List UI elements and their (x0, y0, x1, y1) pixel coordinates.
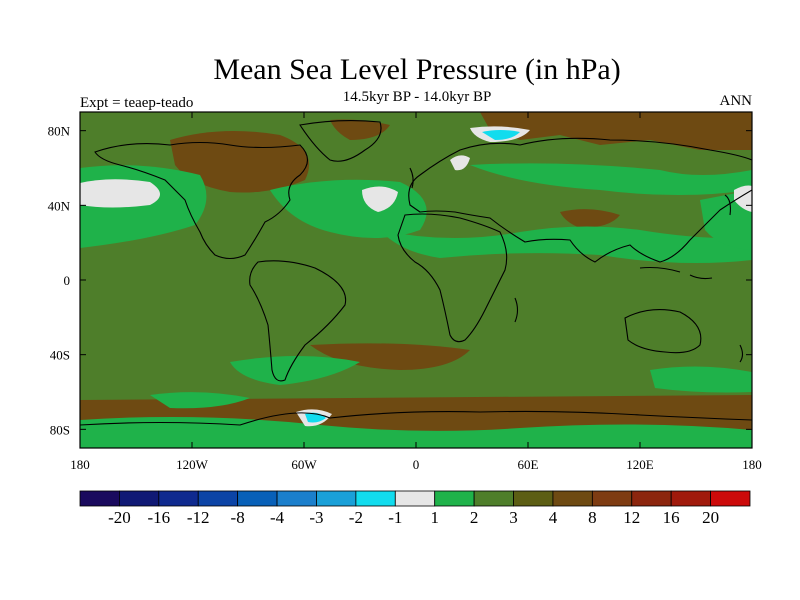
colorbar-swatch (473, 490, 514, 507)
colorbar-swatch (316, 490, 357, 507)
coastline-south-america (249, 260, 347, 382)
lon-tick-label: 180 (70, 457, 90, 472)
colorbar-swatch (355, 490, 396, 507)
contour-south-indian-band (650, 366, 752, 393)
colorbar-label: 16 (663, 508, 680, 527)
colorbar-swatch (119, 490, 160, 507)
contour-fills (80, 112, 752, 448)
coastline-africa (397, 213, 508, 343)
latitude-ticks: 80N 40N 0 40S 80S (48, 124, 752, 437)
colorbar-swatch (631, 490, 672, 507)
lat-tick-label: 40S (50, 348, 70, 363)
colorbar-label: -4 (270, 508, 285, 527)
contour-greenland-high (330, 119, 390, 140)
colorbar-swatch (79, 490, 120, 507)
colorbar-label: 8 (588, 508, 597, 527)
contour-asia-band (470, 163, 752, 195)
lon-tick-label: 0 (413, 457, 420, 472)
colorbar-swatch (237, 490, 278, 507)
lon-tick-label: 60W (291, 457, 317, 472)
experiment-label: Expt = teaep-teado (80, 95, 194, 111)
colorbar-label: 1 (430, 508, 439, 527)
contour-north-atlantic-neutral (362, 186, 398, 212)
colorbar-label: -3 (309, 508, 323, 527)
lat-tick-label: 40N (48, 198, 71, 213)
coastline-eurasia (408, 137, 752, 263)
longitude-ticks: 180 120W 60W 0 60E 120E 180 (70, 112, 762, 472)
contour-north-pacific-neutral (80, 179, 160, 208)
colorbar-label: 4 (549, 508, 558, 527)
colorbar-swatch (591, 490, 633, 507)
colorbar-swatch (276, 490, 317, 507)
coastline-madagascar (514, 297, 519, 323)
map-title: Mean Sea Level Pressure (in hPa) (213, 53, 621, 86)
colorbar-swatch (710, 490, 751, 507)
coastline-north-america (94, 141, 309, 260)
colorbar: -20 -16 -12 -8 -4 -3 -2 -1 1 2 3 4 8 12 16 20 (79, 490, 751, 527)
lon-tick-label: 120W (176, 457, 209, 472)
lat-tick-label: 0 (64, 273, 71, 288)
colorbar-label: -20 (108, 508, 131, 527)
contour-tropical-band (380, 226, 752, 264)
colorbar-swatch (670, 490, 711, 507)
lat-tick-label: 80S (50, 422, 70, 437)
contour-scandinavia-neutral (450, 155, 470, 171)
colorbar-label: -16 (147, 508, 170, 527)
colorbar-swatch (158, 490, 199, 507)
coastline-antarctica (80, 410, 752, 426)
colorbar-swatch (394, 490, 436, 507)
colorbar-label: -12 (187, 508, 210, 527)
contour-south-pacific-band (150, 392, 250, 409)
map-subtitle: 14.5kyr BP - 14.0kyr BP (342, 89, 492, 105)
colorbar-label: -2 (349, 508, 363, 527)
contour-central-asia-high (560, 209, 620, 228)
coastline-new-zealand (739, 344, 744, 363)
colorbar-label: 20 (702, 508, 719, 527)
lon-tick-label: 60E (518, 457, 539, 472)
colorbar-label: -1 (388, 508, 402, 527)
coastline-greenland (299, 120, 382, 162)
colorbar-label: 2 (470, 508, 479, 527)
coastline-japan (724, 194, 731, 216)
lon-tick-label: 120E (626, 457, 654, 472)
map-panel (80, 112, 752, 448)
contour-antarctic-margin-band (80, 416, 752, 448)
season-label: ANN (719, 93, 753, 109)
colorbar-label: 12 (623, 508, 640, 527)
lon-tick-label: 180 (742, 457, 762, 472)
colorbar-swatch (513, 490, 554, 507)
coastline-indonesia (639, 266, 713, 280)
colorbar-label: -8 (231, 508, 245, 527)
contour-svalbard-low (482, 130, 520, 140)
colorbar-swatch (552, 490, 593, 507)
coastline-australia (624, 309, 702, 354)
coastlines (80, 120, 752, 426)
contour-southern-ocean-band (230, 356, 360, 385)
colorbar-label: 3 (509, 508, 518, 527)
coastline-uk (409, 167, 414, 189)
colorbar-swatch (434, 490, 475, 507)
lat-tick-label: 80N (48, 124, 71, 139)
colorbar-swatch (197, 490, 239, 507)
contour-north-america-high (170, 131, 310, 193)
contour-eurasia-high (480, 112, 752, 150)
